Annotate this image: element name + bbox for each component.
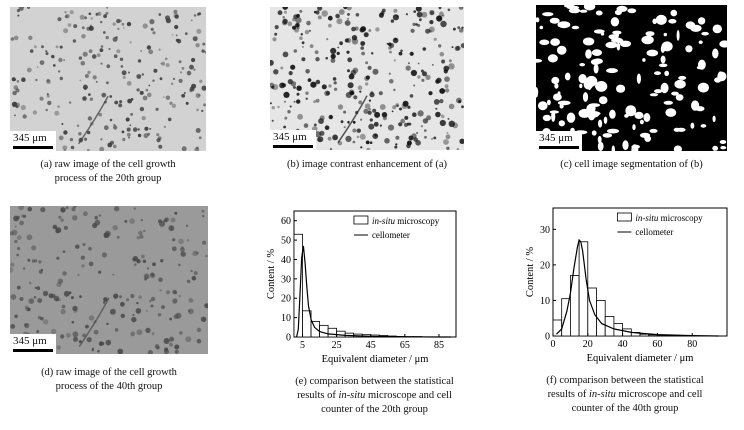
y-tick-label: 0 [286,333,291,344]
x-tick-label: 65 [400,340,410,351]
x-axis-label: Equivalent diameter / μm [587,353,694,364]
caption-line: (d) raw image of the cell growth [41,367,177,378]
x-tick-label: 20 [583,339,593,350]
caption-f: (f) comparison between the statistical r… [510,374,740,416]
histogram-bar [319,324,329,338]
scale-bar: 345 μm [10,131,56,151]
caption-a: (a) raw image of the cell growth process… [10,158,206,186]
y-axis-label: Content / % [266,249,277,299]
scale-line [13,349,53,352]
y-tick-label: 20 [540,260,550,271]
x-tick-label: 40 [618,339,628,350]
raw-cell-image-40th [10,206,208,354]
cellometer-curve [296,245,451,338]
panel-b-image: 345 μm [270,7,464,150]
scale-label: 345 μm [539,132,573,144]
y-tick-label: 0 [545,332,550,343]
caption-line: (c) cell image segmentation of (b) [560,159,703,170]
histogram-bar [561,298,571,337]
panel-a-image: 345 μm [10,7,206,151]
x-tick-label: 80 [687,339,697,350]
y-tick-label: 20 [281,294,291,305]
legend-label: cellometer [635,227,673,237]
segmented-cell-image [536,5,727,151]
scale-line [273,145,313,148]
caption-line: results of in-situ microscope and cell [297,390,452,401]
y-tick-label: 10 [540,296,550,307]
y-axis-label: Content / % [525,247,536,297]
panel-d-image: 345 μm [10,206,208,354]
scale-label: 345 μm [13,335,47,347]
caption-line: counter of the 40th group [571,403,679,414]
cellometer-curve [556,238,719,337]
caption-line-italic: results of in-situ microscope and cell [262,389,487,403]
scale-line [13,146,53,149]
panel-c-image: 345 μm [536,5,727,151]
histogram-bar [336,330,346,338]
y-tick-label: 30 [540,225,550,236]
scale-bar: 345 μm [10,334,56,354]
scale-bar: 345 μm [536,131,582,151]
legend-swatch-histogram [353,215,369,225]
histogram-bar [327,327,338,338]
histogram-bar [639,333,650,337]
caption-b: (b) image contrast enhancement of (a) [260,158,474,172]
raw-cell-image-20th [10,7,206,151]
caption-line: results of in-situ microscope and cell [547,389,703,400]
x-tick-label: 5 [300,340,305,351]
x-axis-label: Equivalent diameter / μm [322,354,429,365]
y-tick-label: 50 [281,236,291,247]
histogram-chart-20th: 5 25 45 65 85 0 10 20 30 40 50 60 Equivalent diamete… [266,210,457,365]
legend-label: in-situ microscopy [372,216,440,226]
histogram-chart-40th: 0 20 40 60 80 0 10 20 30 Equivalent diameter / μm… [525,207,728,364]
scale-bar: 345 μm [270,130,316,150]
y-tick-label: 40 [281,255,291,266]
caption-line: (b) image contrast enhancement of (a) [286,159,448,170]
x-tick-label: 85 [434,340,444,351]
caption-d: (d) raw image of the cell growth process… [10,366,208,394]
caption-line: (a) raw image of the cell growth [40,159,176,170]
histogram-bar [293,233,303,338]
x-tick-label: 25 [332,340,342,351]
y-tick-label: 30 [281,274,291,285]
caption-c: (c) cell image segmentation of (b) [526,158,737,172]
x-tick-label: 60 [652,339,662,350]
y-tick-label: 60 [281,216,291,227]
scale-label: 345 μm [273,131,307,143]
caption-line: process of the 40th group [55,381,163,392]
legend-label: in-situ microscopy [635,213,703,223]
contrast-enhanced-image [270,7,464,150]
scale-label: 345 μm [13,132,47,144]
caption-e: (e) comparison between the statistical r… [262,375,487,417]
caption-line: (e) comparison between the statistical [295,376,454,387]
legend-label: cellometer [372,230,410,240]
y-tick-label: 10 [281,313,291,324]
caption-line: process of the 20th group [54,173,162,184]
caption-line-italic: results of in-situ microscope and cell [510,388,740,402]
histogram-bar [648,334,658,337]
caption-line: counter of the 20th group [321,404,428,415]
x-tick-label: 45 [366,340,376,351]
scale-line [539,146,579,149]
caption-line: (f) comparison between the statistical [546,375,704,386]
x-tick-label: 0 [551,339,556,350]
legend-swatch-histogram [616,212,632,222]
